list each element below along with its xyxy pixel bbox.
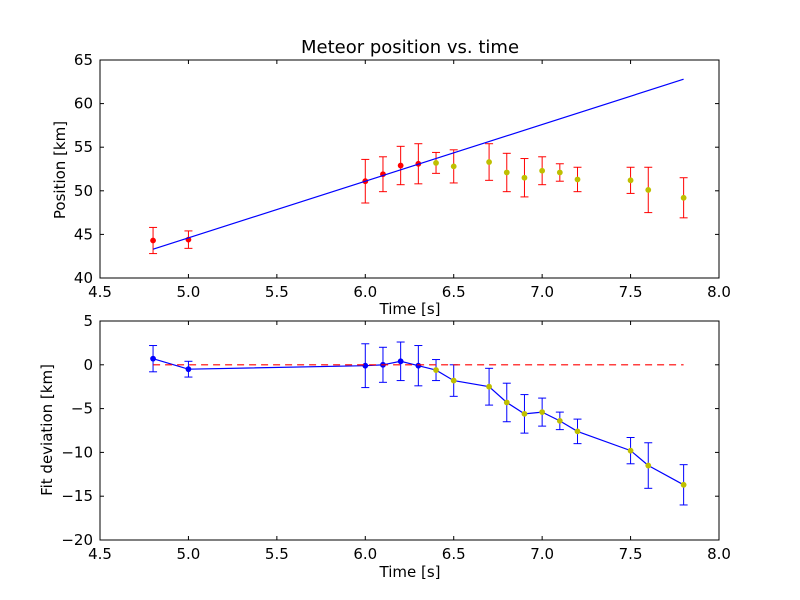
data-point <box>397 162 404 169</box>
y-tick-label: 65 <box>74 51 93 69</box>
x-tick-label: 4.5 <box>88 545 112 563</box>
position-plot-area: 4.5 5.0 5.5 6.0 6.5 7.0 7.5 8.0 40 45 50 55 60 65 <box>74 51 731 301</box>
data-point <box>450 163 457 170</box>
data-point <box>645 462 652 469</box>
x-axis-label: Time [s] <box>379 563 441 581</box>
data-point <box>150 355 156 362</box>
y-tick-label: 40 <box>74 269 93 287</box>
x-axis-label: Time [s] <box>379 300 441 318</box>
data-point <box>539 409 546 416</box>
y-tick-label: −20 <box>61 531 93 549</box>
data-point <box>521 174 528 181</box>
data-point <box>362 362 369 369</box>
x-tick-label: 5.5 <box>265 545 289 563</box>
position-panel: Meteor position vs. time 4.5 5.0 5.5 6.0 6.5… <box>51 37 731 318</box>
y-tick-label: −10 <box>61 443 93 461</box>
data-point <box>150 237 156 244</box>
axes-frame <box>99 320 720 541</box>
x-tick-label: 6.0 <box>353 283 377 301</box>
data-point <box>486 383 492 390</box>
data-point <box>539 167 546 174</box>
x-tick-label: 7.0 <box>530 545 554 563</box>
y-tick-label: 45 <box>74 225 93 243</box>
data-point <box>556 169 563 176</box>
x-tick-label: 5.0 <box>176 545 200 563</box>
y-tick-label: 5 <box>83 312 93 330</box>
data-point <box>503 169 510 176</box>
x-tick-label: 6.5 <box>442 545 466 563</box>
data-point <box>574 428 581 435</box>
data-point <box>627 177 634 184</box>
data-point <box>433 159 439 166</box>
chart-title: Meteor position vs. time <box>301 37 519 58</box>
y-tick-label: 60 <box>74 95 93 113</box>
data-point <box>486 159 492 165</box>
data-point <box>503 399 510 406</box>
data-point <box>521 410 528 417</box>
data-point <box>433 367 439 373</box>
y-tick-label: −15 <box>61 487 93 505</box>
data-point <box>627 447 634 454</box>
x-tick-label: 4.5 <box>88 283 112 301</box>
data-point <box>645 187 652 193</box>
axes-frame <box>99 59 720 279</box>
data-point <box>556 417 563 424</box>
x-tick-label: 6.0 <box>353 545 377 563</box>
y-axis-label: Position [km] <box>51 121 69 219</box>
data-point <box>397 358 404 365</box>
y-tick-label: 50 <box>74 182 93 200</box>
x-tick-label: 8.0 <box>707 545 731 563</box>
y-axis-label: Fit deviation [km] <box>38 364 56 496</box>
x-tick-label: 7.5 <box>619 545 643 563</box>
data-point <box>185 366 192 373</box>
deviation-panel: 4.5 5.0 5.5 6.0 6.5 7.0 7.5 8.0 −20 −15 −10 −5 0 5 Ti… <box>38 312 731 581</box>
x-tick-label: 5.5 <box>265 283 289 301</box>
data-point <box>415 362 422 369</box>
deviation-plot-area: 4.5 5.0 5.5 6.0 6.5 7.0 7.5 8.0 −20 −15 −10 −5 0 5 <box>61 312 731 563</box>
data-point <box>574 176 581 183</box>
data-point <box>680 194 687 201</box>
y-tick-label: 0 <box>83 356 93 374</box>
y-tick-label: 55 <box>74 138 93 156</box>
x-tick-label: 8.0 <box>707 283 731 301</box>
data-point <box>450 377 457 384</box>
x-tick-label: 5.0 <box>176 283 200 301</box>
x-tick-label: 7.0 <box>530 283 554 301</box>
series-line <box>152 78 684 250</box>
y-tick-label: −5 <box>71 400 93 418</box>
data-point <box>680 481 687 488</box>
x-tick-label: 7.5 <box>619 283 643 301</box>
x-tick-label: 6.5 <box>442 283 466 301</box>
